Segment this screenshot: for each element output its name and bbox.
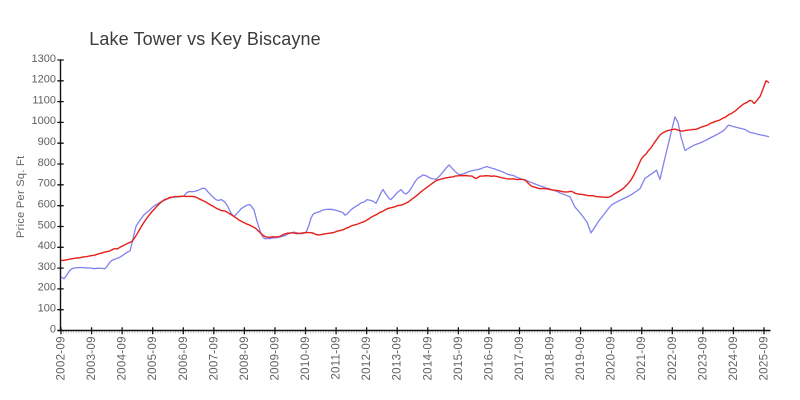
svg-text:1300: 1300 xyxy=(32,53,56,65)
svg-text:2010-09: 2010-09 xyxy=(300,336,312,380)
svg-text:2021-09: 2021-09 xyxy=(636,336,648,380)
svg-text:0: 0 xyxy=(50,323,56,335)
svg-text:1200: 1200 xyxy=(32,74,56,86)
svg-text:2019-09: 2019-09 xyxy=(575,336,587,380)
svg-text:2020-09: 2020-09 xyxy=(606,336,618,380)
svg-text:2011-09: 2011-09 xyxy=(331,336,343,379)
svg-text:2018-09: 2018-09 xyxy=(545,336,557,380)
svg-text:2005-09: 2005-09 xyxy=(147,336,159,380)
svg-text:700: 700 xyxy=(38,178,56,190)
svg-text:800: 800 xyxy=(38,157,56,169)
svg-text:1000: 1000 xyxy=(32,115,56,127)
svg-text:2022-09: 2022-09 xyxy=(667,336,679,380)
svg-text:2014-09: 2014-09 xyxy=(422,336,434,380)
svg-text:500: 500 xyxy=(38,219,56,231)
svg-text:2017-09: 2017-09 xyxy=(514,336,526,380)
svg-text:2012-09: 2012-09 xyxy=(361,336,373,380)
svg-text:2023-09: 2023-09 xyxy=(697,336,709,380)
svg-text:400: 400 xyxy=(38,240,56,252)
svg-text:2013-09: 2013-09 xyxy=(392,336,404,380)
svg-text:2006-09: 2006-09 xyxy=(178,336,190,380)
svg-text:100: 100 xyxy=(38,303,56,315)
svg-text:2015-09: 2015-09 xyxy=(453,336,465,380)
svg-text:2025-09: 2025-09 xyxy=(759,336,771,380)
svg-text:Lake Tower vs Key Biscayne: Lake Tower vs Key Biscayne xyxy=(89,29,320,49)
svg-text:600: 600 xyxy=(38,199,56,211)
svg-text:2008-09: 2008-09 xyxy=(239,336,251,380)
svg-text:1100: 1100 xyxy=(32,94,56,106)
svg-text:2003-09: 2003-09 xyxy=(86,336,98,380)
svg-text:2009-09: 2009-09 xyxy=(269,336,281,380)
svg-text:900: 900 xyxy=(38,136,56,148)
svg-text:200: 200 xyxy=(38,282,56,294)
svg-text:2004-09: 2004-09 xyxy=(117,336,129,380)
svg-text:2016-09: 2016-09 xyxy=(483,336,495,380)
svg-text:300: 300 xyxy=(38,261,56,273)
svg-text:2007-09: 2007-09 xyxy=(208,336,220,380)
svg-text:Price Per Sq. Ft: Price Per Sq. Ft xyxy=(15,156,27,238)
svg-text:2024-09: 2024-09 xyxy=(728,336,740,380)
svg-text:2002-09: 2002-09 xyxy=(56,336,68,380)
